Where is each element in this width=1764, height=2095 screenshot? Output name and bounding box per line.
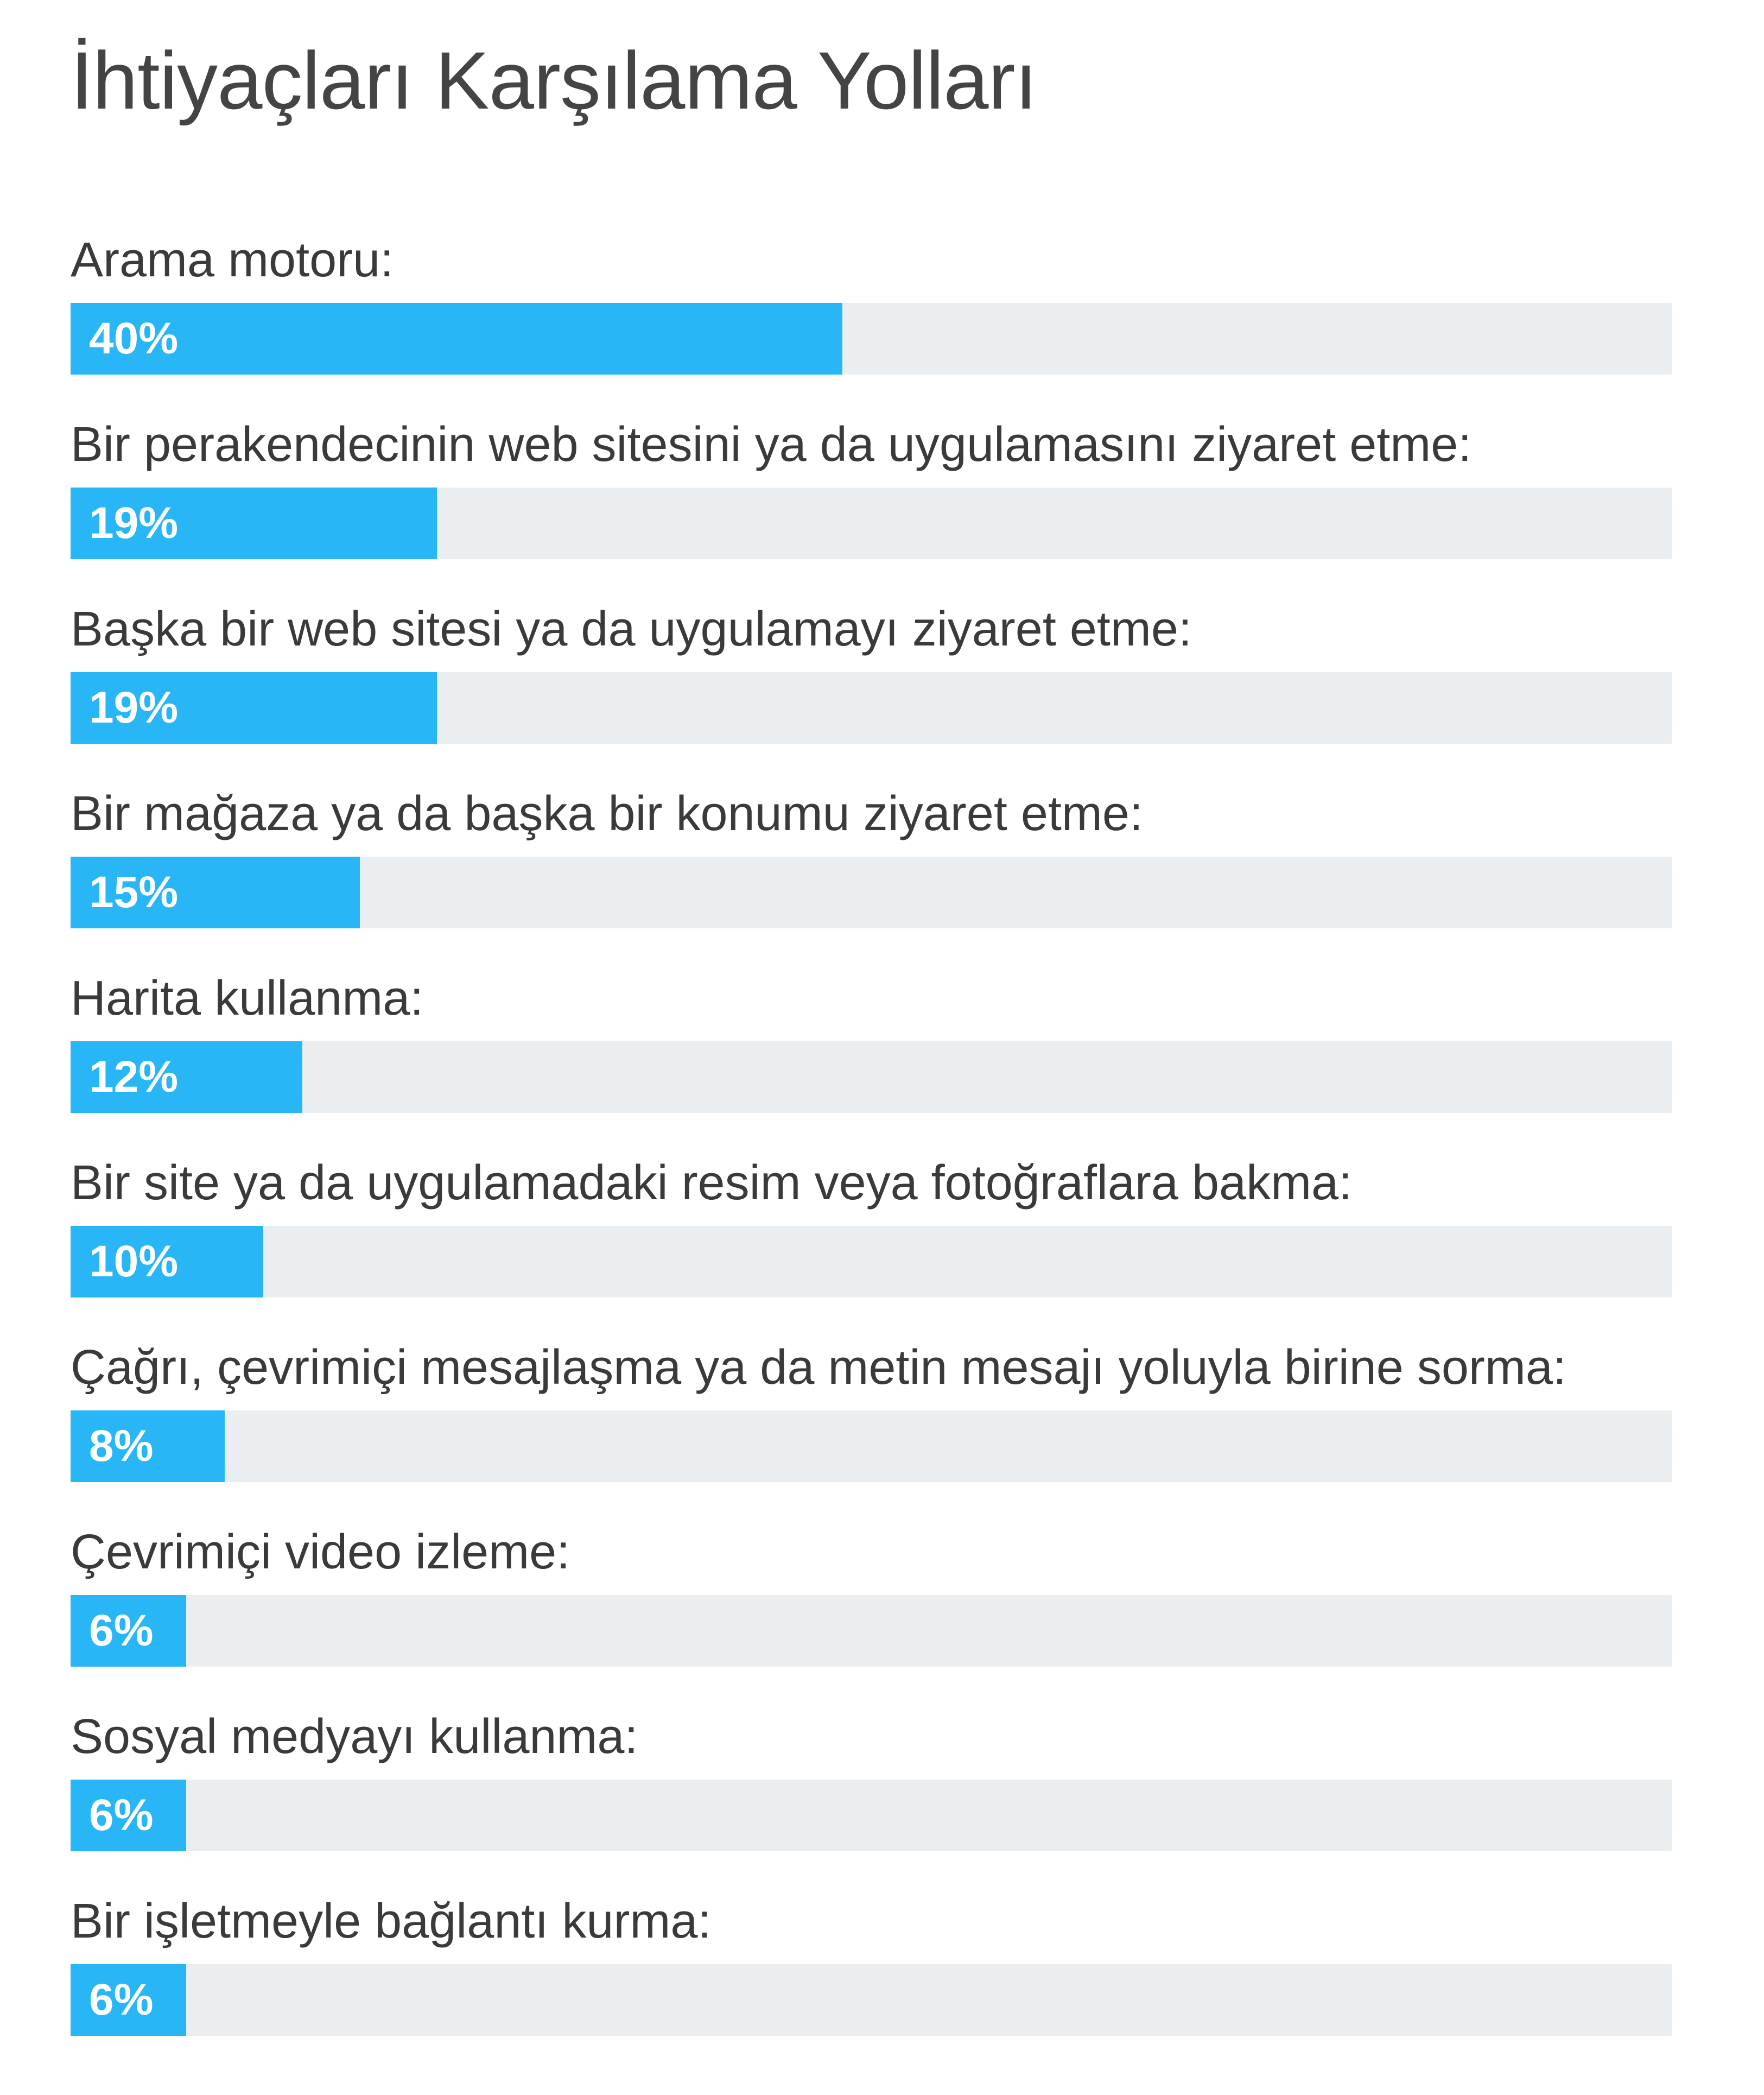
bar <box>71 1410 225 1482</box>
bar-track: 6% <box>71 1964 1672 2036</box>
bar <box>71 1780 186 1851</box>
bar-row: Sosyal medyayı kullanma: 6% <box>71 1705 1672 1889</box>
category-label: Başka bir web sitesi ya da uygulamayı zi… <box>71 602 1192 656</box>
bar-row: Bir mağaza ya da başka bir konumu ziyare… <box>71 782 1672 966</box>
bar-value-label: 6% <box>89 1975 154 2024</box>
bar-value-label: 6% <box>89 1606 154 1655</box>
bar <box>71 857 360 928</box>
category-label: Arama motoru: <box>71 233 394 287</box>
category-label: Harita kullanma: <box>71 971 424 1026</box>
bar-value-label: 12% <box>89 1052 179 1102</box>
bar <box>71 672 437 744</box>
category-label: Bir site ya da uygulamadaki resim veya f… <box>71 1156 1353 1210</box>
category-label: Çevrimiçi video izleme: <box>71 1525 570 1579</box>
bar-track: 12% <box>71 1041 1672 1113</box>
bar-row: Arama motoru: 40% <box>71 228 1672 413</box>
bar-track: 10% <box>71 1226 1672 1297</box>
bar <box>71 1226 263 1297</box>
bar-track: 40% <box>71 303 1672 375</box>
bar-row: Harita kullanma: 12% <box>71 966 1672 1151</box>
category-label: Çağrı, çevrimiçi mesajlaşma ya da metin … <box>71 1340 1566 1395</box>
category-label: Bir perakendecinin web sitesini ya da uy… <box>71 417 1472 472</box>
bar <box>71 1041 302 1113</box>
bar-value-label: 6% <box>89 1790 154 1840</box>
bar <box>71 1964 186 2036</box>
bar-track: 15% <box>71 857 1672 928</box>
bar <box>71 1595 186 1667</box>
bar-value-label: 15% <box>89 868 179 917</box>
category-label: Bir mağaza ya da başka bir konumu ziyare… <box>71 787 1143 841</box>
bar-track: 19% <box>71 672 1672 744</box>
bar-track: 8% <box>71 1410 1672 1482</box>
bar-value-label: 19% <box>89 498 179 548</box>
bar-track: 6% <box>71 1780 1672 1851</box>
category-label: Sosyal medyayı kullanma: <box>71 1710 638 1764</box>
chart-title: İhtiyaçları Karşılama Yolları <box>71 35 1037 126</box>
bar-value-label: 19% <box>89 683 179 732</box>
bar-row: Bir perakendecinin web sitesini ya da uy… <box>71 413 1672 597</box>
bar-value-label: 40% <box>89 314 179 363</box>
bar-row: Çağrı, çevrimiçi mesajlaşma ya da metin … <box>71 1336 1672 1520</box>
category-label: Bir işletmeyle bağlantı kurma: <box>71 1894 712 1948</box>
bar <box>71 303 842 375</box>
bar-value-label: 10% <box>89 1237 179 1286</box>
bar-value-label: 8% <box>89 1421 154 1471</box>
bar <box>71 488 437 559</box>
bar-row: Bir site ya da uygulamadaki resim veya f… <box>71 1151 1672 1336</box>
bar-track: 19% <box>71 488 1672 559</box>
bar-track: 6% <box>71 1595 1672 1667</box>
bar-row: Başka bir web sitesi ya da uygulamayı zi… <box>71 597 1672 782</box>
bar-row: Bir işletmeyle bağlantı kurma: 6% <box>71 1889 1672 2074</box>
bar-row: Çevrimiçi video izleme: 6% <box>71 1520 1672 1705</box>
